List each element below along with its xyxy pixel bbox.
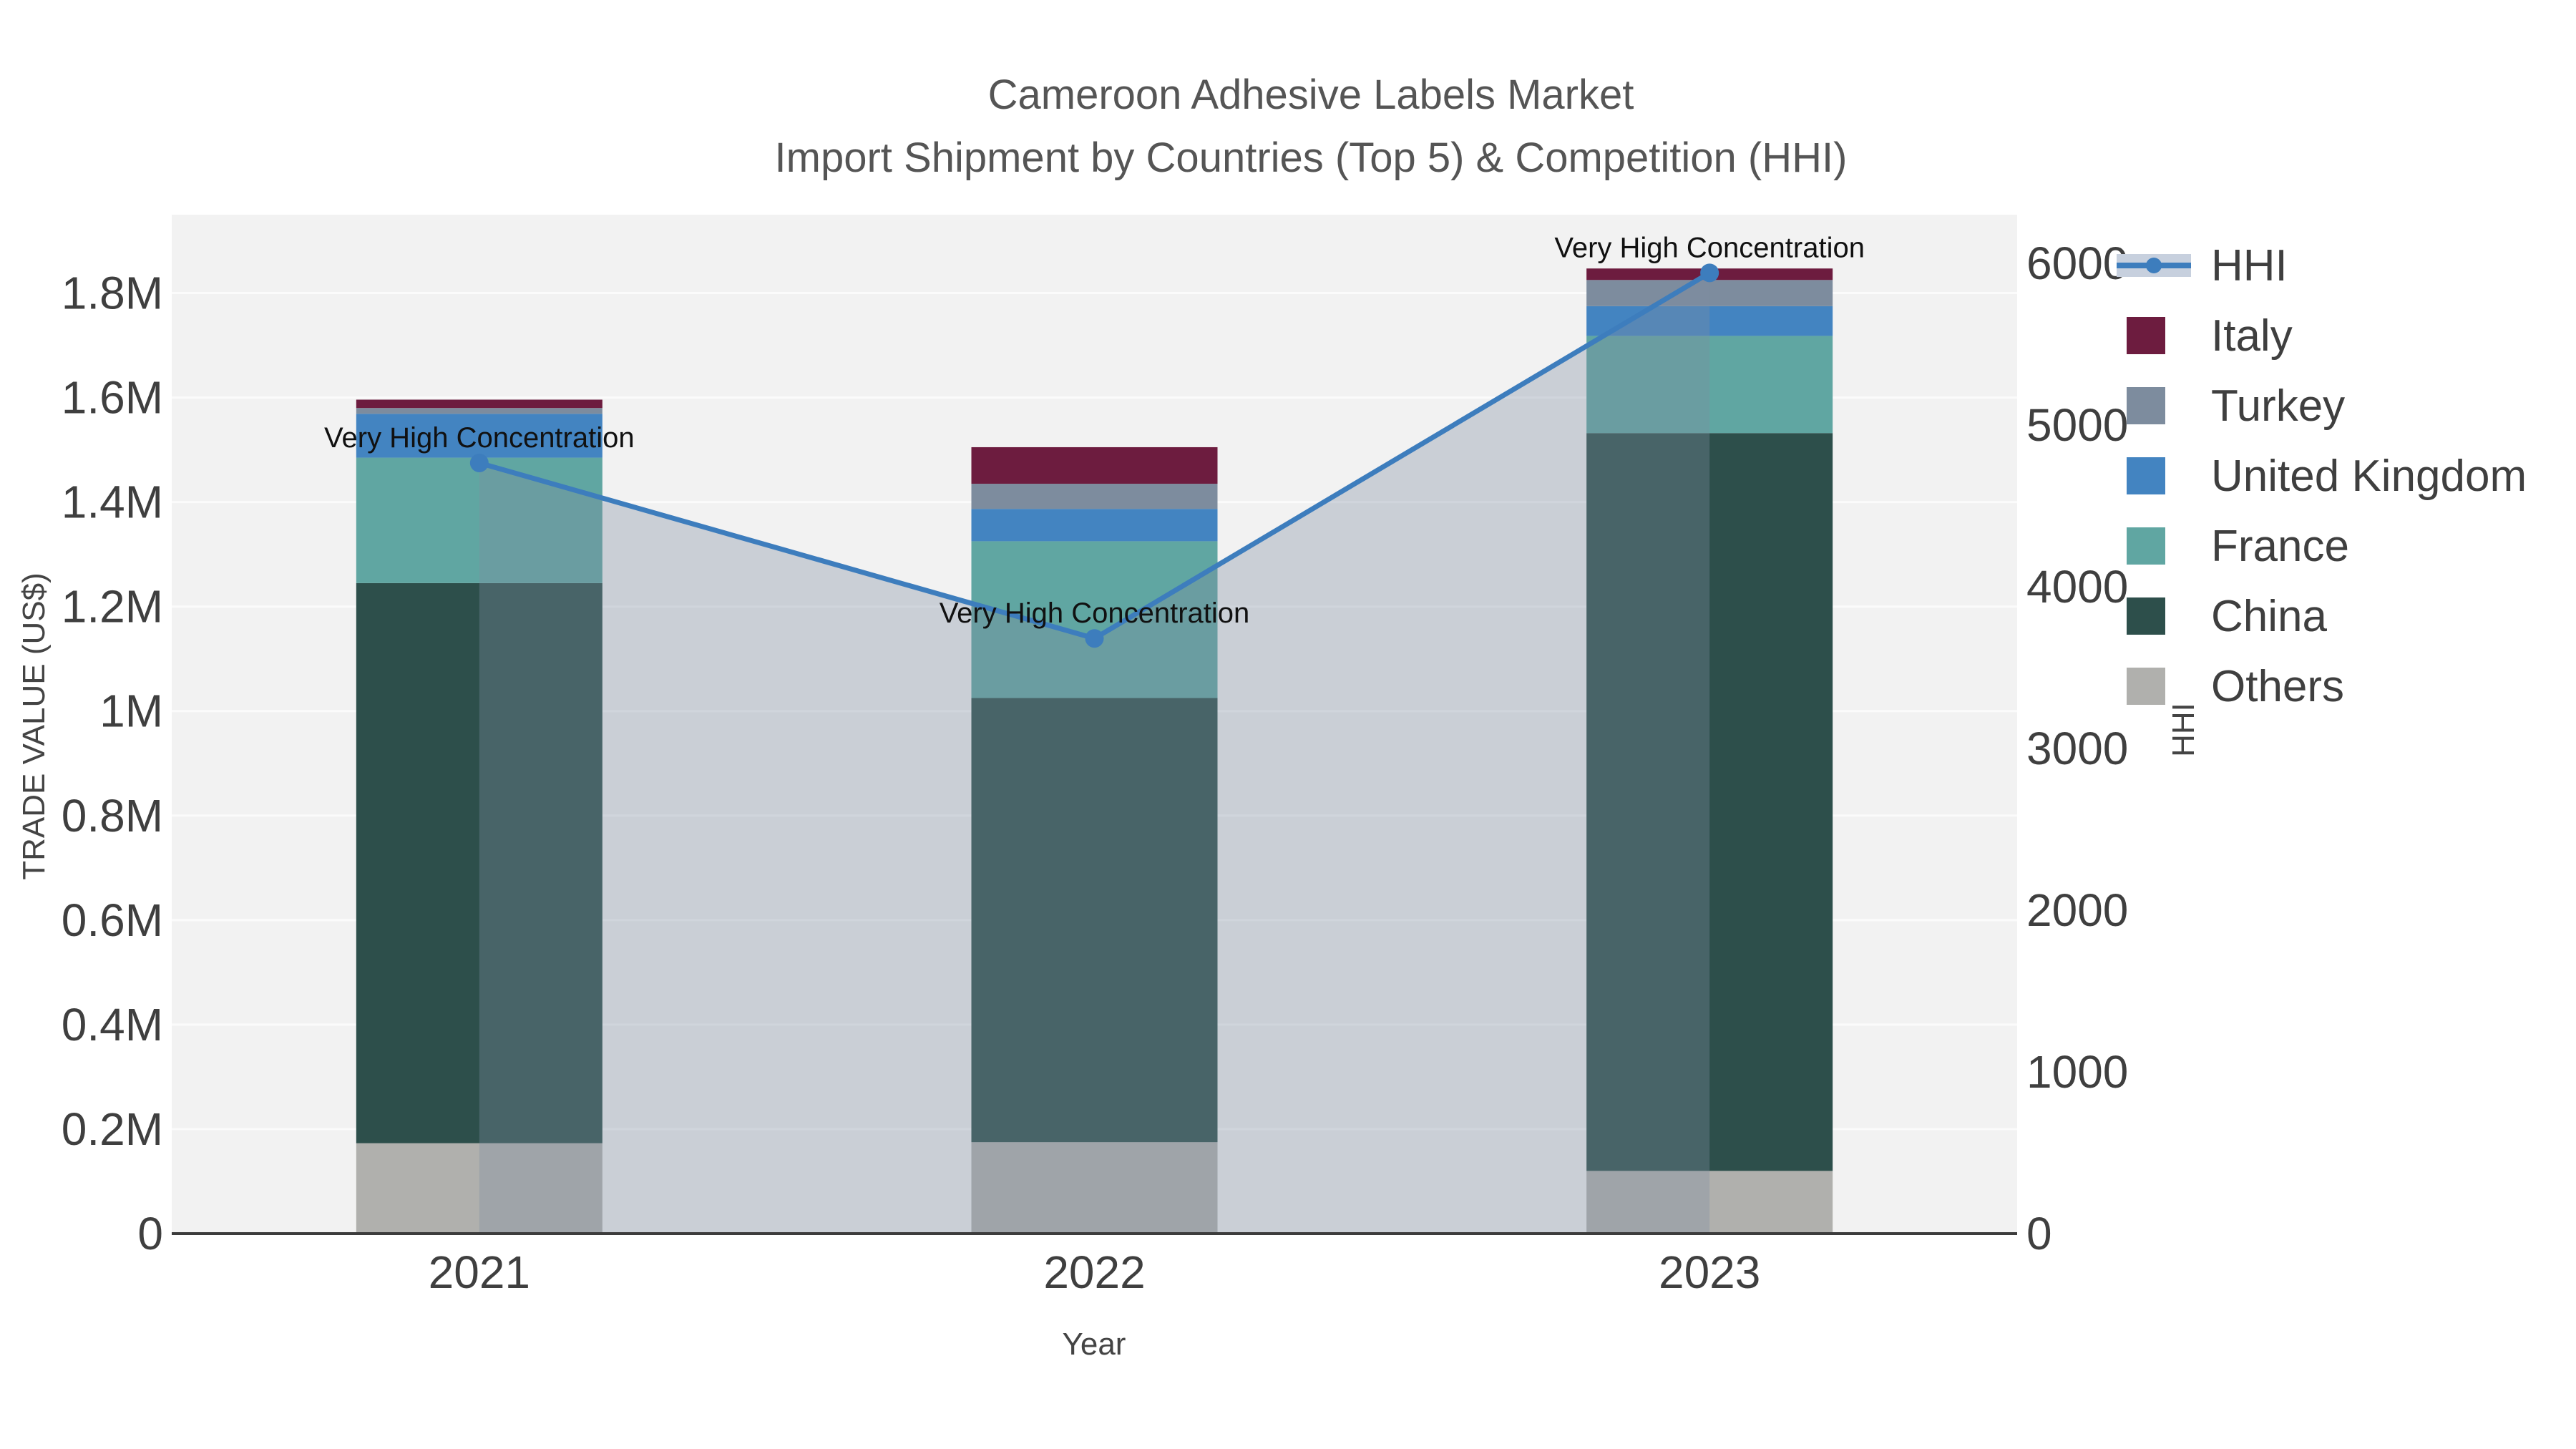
bar-segment-italy-2021[interactable] <box>356 399 602 409</box>
legend-label: United Kingdom <box>2211 451 2527 501</box>
legend-label: France <box>2211 521 2349 571</box>
legend-item-united-kingdom[interactable]: United Kingdom <box>2117 441 2527 511</box>
bar-segment-turkey-2022[interactable] <box>971 484 1218 509</box>
y-right-tick-1000: 1000 <box>2026 1046 2128 1098</box>
x-tick-2022: 2022 <box>1043 1246 1145 1298</box>
legend-color-box <box>2127 668 2165 705</box>
legend-item-china[interactable]: China <box>2117 581 2527 651</box>
legend-color-box <box>2127 457 2165 494</box>
legend-label: Others <box>2211 661 2345 711</box>
bar-segment-turkey-2021[interactable] <box>356 408 602 414</box>
legend-item-hhi[interactable]: HHI <box>2117 230 2527 301</box>
bar-segment-others-2022[interactable] <box>971 1142 1218 1234</box>
hhi-area <box>479 273 1710 1234</box>
legend-color-box <box>2127 317 2165 354</box>
bar-segment-france-2021[interactable] <box>356 457 602 583</box>
y-left-tick-1M: 1M <box>99 686 163 737</box>
bar-segment-united-kingdom-2022[interactable] <box>971 509 1218 542</box>
y-left-tick-1.4M: 1.4M <box>62 477 163 528</box>
bar-segment-france-2023[interactable] <box>1586 336 1833 434</box>
bar-segment-united-kingdom-2021[interactable] <box>356 414 602 458</box>
legend-item-turkey[interactable]: Turkey <box>2117 371 2527 441</box>
x-tick-2023: 2023 <box>1659 1246 1760 1298</box>
legend-label: Turkey <box>2211 381 2346 431</box>
bar-segment-china-2023[interactable] <box>1586 433 1833 1171</box>
hhi-marker-2021[interactable] <box>469 453 489 472</box>
annotation-very-high-concentration-2021: Very High Concentration <box>324 422 635 454</box>
y-left-tick-1.2M: 1.2M <box>62 581 163 633</box>
legend-item-italy[interactable]: Italy <box>2117 301 2527 371</box>
bar-segment-china-2021[interactable] <box>356 582 602 1143</box>
y-left-axis-title: TRADE VALUE (US$) <box>16 572 52 880</box>
annotation-very-high-concentration-2023: Very High Concentration <box>1554 232 1865 263</box>
legend-label: China <box>2211 591 2327 641</box>
hhi-swatch-part <box>2146 258 2162 273</box>
hhi-line-swatch-icon <box>2117 251 2202 280</box>
hhi-marker-2023[interactable] <box>1700 263 1719 283</box>
legend-color-box <box>2127 527 2165 565</box>
y-left-tick-1.8M: 1.8M <box>62 268 163 319</box>
y-left-tick-0: 0 <box>137 1208 163 1259</box>
y-right-tick-6000: 6000 <box>2026 238 2128 289</box>
y-left-tick-1.6M: 1.6M <box>62 372 163 424</box>
legend-item-others[interactable]: Others <box>2117 651 2527 721</box>
y-left-tick-0.6M: 0.6M <box>62 894 163 946</box>
x-axis-title: Year <box>1063 1327 1126 1362</box>
chart-title-line1: Cameroon Adhesive Labels Market <box>988 72 1634 118</box>
hhi-marker-2022[interactable] <box>1085 629 1104 648</box>
y-right-axis-title: HHI <box>2166 703 2201 757</box>
y-left-tick-0.8M: 0.8M <box>62 790 163 841</box>
x-tick-2021: 2021 <box>429 1246 530 1298</box>
united-kingdom-swatch-icon <box>2117 457 2202 494</box>
bar-segment-italy-2022[interactable] <box>971 447 1218 484</box>
y-right-tick-4000: 4000 <box>2026 561 2128 613</box>
bar-segment-france-2022[interactable] <box>971 541 1218 698</box>
bar-segment-others-2021[interactable] <box>356 1143 602 1234</box>
bar-segment-others-2023[interactable] <box>1586 1171 1833 1234</box>
china-swatch-icon <box>2117 597 2202 635</box>
y-right-tick-3000: 3000 <box>2026 723 2128 774</box>
legend: HHI Italy Turkey United Kingdom France China O… <box>2117 230 2527 721</box>
legend-color-box <box>2127 597 2165 635</box>
bar-segment-china-2022[interactable] <box>971 698 1218 1143</box>
chart-title-line2: Import Shipment by Countries (Top 5) & C… <box>775 135 1848 181</box>
legend-label: Italy <box>2211 311 2293 361</box>
hhi-swatch <box>2117 251 2191 280</box>
y-left-tick-0.4M: 0.4M <box>62 999 163 1050</box>
bar-segment-turkey-2023[interactable] <box>1586 280 1833 306</box>
annotation-very-high-concentration-2022: Very High Concentration <box>940 597 1250 629</box>
others-swatch-icon <box>2117 668 2202 705</box>
y-right-tick-5000: 5000 <box>2026 399 2128 451</box>
legend-color-box <box>2127 387 2165 424</box>
france-swatch-icon <box>2117 527 2202 565</box>
turkey-swatch-icon <box>2117 387 2202 424</box>
y-right-tick-2000: 2000 <box>2026 884 2128 936</box>
legend-label: HHI <box>2211 240 2288 291</box>
y-left-tick-0.2M: 0.2M <box>62 1103 163 1155</box>
y-right-tick-0: 0 <box>2026 1208 2052 1259</box>
italy-swatch-icon <box>2117 317 2202 354</box>
legend-item-france[interactable]: France <box>2117 511 2527 581</box>
